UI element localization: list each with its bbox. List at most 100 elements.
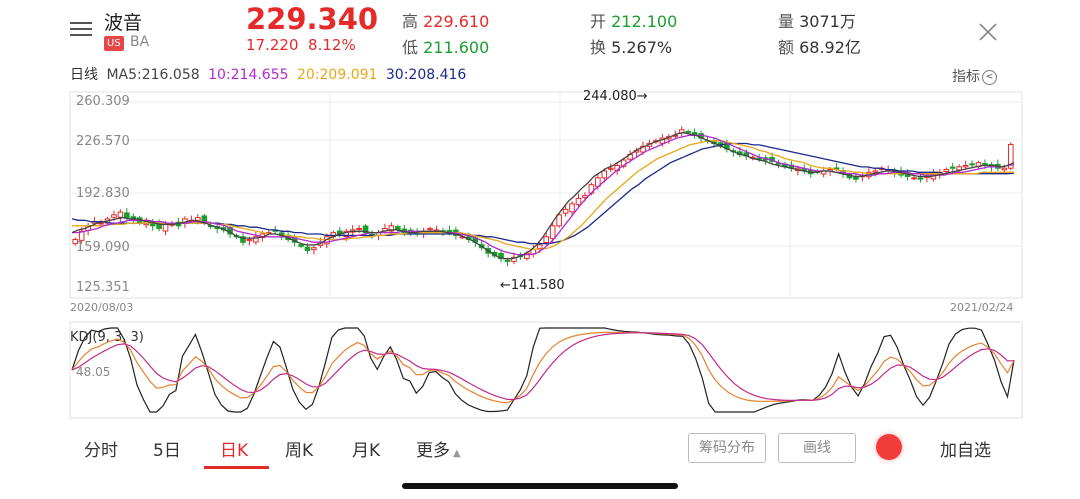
candle-body [536,244,543,249]
candle-body [246,239,253,242]
candle-body [362,225,369,234]
candle-body [620,159,627,167]
market-badge: US [104,36,124,51]
candle-body [962,164,969,168]
candle-body [162,223,169,232]
candle-body [575,197,582,206]
candle-body [607,167,614,170]
candle-body [72,239,79,245]
stock-name: 波音 [104,12,143,34]
start-date: 2020/08/03 [70,301,134,314]
chip-distribution-button[interactable]: 筹码分布 [688,433,766,463]
candle-body [640,145,646,153]
y-tick-0: 260.309 [76,94,130,109]
end-date: 2021/02/24 [950,301,1014,314]
turnover-quote: 换 5.267% [590,34,672,58]
candle-body [427,228,433,231]
candle-body [949,166,956,169]
change-value: 17.220 [246,36,299,54]
high-value: 229.610 [423,12,490,31]
candle-body [253,236,259,243]
ma30-label: 30:208.416 [385,67,467,83]
indicator-button[interactable]: 指标 < [952,66,997,86]
add-favorite-button[interactable]: 加自选 [940,441,991,461]
candle-body [756,157,762,160]
change-percent: 8.12% [308,36,356,54]
candle-body [853,176,859,180]
kdj-frame [69,321,1023,419]
candle-body [356,228,362,231]
tab-daily-k[interactable]: 日K [220,441,249,461]
kdj-j-line [71,327,1015,413]
min-annotation: ←141.580 [500,278,565,293]
ma20-line [72,140,1015,250]
tab-5day[interactable]: 5日 [153,441,181,461]
ma20-label: 20:209.091 [296,67,378,83]
ma30-line [71,142,1015,245]
candle-body [388,225,395,232]
volume-quote: 量 3071万 [778,8,856,32]
candle-body [343,230,350,237]
candle-body [195,217,201,221]
y-tick-1: 226.570 [76,134,130,149]
candle-body [98,222,104,225]
candle-body [504,259,511,262]
candle-body [911,177,917,180]
open-label: 开 [590,12,607,31]
candle-body [240,236,246,243]
candle-body [117,211,124,218]
low-label: 低 [402,38,419,57]
more-label: 更多 [416,441,450,461]
candle-body [543,236,550,244]
candle-body [601,170,608,179]
candle-body [549,225,556,239]
period-label: 日线 [70,67,98,83]
ma10-line [72,134,1015,256]
amount-value: 68.92亿 [799,38,861,57]
draw-line-button[interactable]: 画线 [778,433,856,463]
candle-body [833,167,840,170]
candle-body [917,177,924,180]
menu-icon[interactable] [70,18,92,40]
candlestick-chart[interactable] [0,0,1080,330]
active-tab-indicator [204,466,269,469]
caret-up-icon: ▲ [453,448,461,459]
turnover-label: 换 [590,38,607,57]
open-value: 212.100 [611,12,678,31]
ticker-symbol: BA [130,34,150,50]
tab-more[interactable]: 更多 ▲ [416,436,461,461]
candle-body [569,203,575,213]
volume-value: 3071万 [799,12,856,31]
candles [72,126,1014,267]
ma5-label: MA5:216.058 [106,67,200,83]
y-tick-2: 192.830 [76,186,130,201]
candle-body [298,244,304,247]
amount-label: 额 [778,38,795,57]
tab-intraday[interactable]: 分时 [84,441,118,461]
candle-body [1007,143,1014,169]
record-icon[interactable] [876,434,902,460]
candle-body [872,170,879,173]
chart-grid [69,91,1023,299]
kdj-mid-label: 48.05 [76,365,111,379]
high-label: 高 [402,12,419,31]
kdj-chart [69,321,1023,419]
close-icon[interactable] [978,22,998,42]
tab-monthly-k[interactable]: 月K [352,441,381,461]
home-indicator [402,483,678,489]
candle-body [969,163,975,166]
chart-frame [69,91,1023,299]
high-quote: 高 229.610 [402,8,489,32]
candle-body [956,166,962,171]
y-tick-4: 125.351 [76,280,130,295]
kdj-k-line [71,331,1015,404]
y-tick-3: 159.090 [76,240,130,255]
candle-body [311,247,317,251]
price-change: 17.220 8.12% [246,36,356,54]
chevron-left-icon: < [982,69,997,85]
ma5-line [71,131,1015,260]
candle-body [111,214,117,218]
max-annotation: 244.080→ [583,89,648,104]
candle-body [685,130,691,134]
tab-weekly-k[interactable]: 周K [285,441,314,461]
